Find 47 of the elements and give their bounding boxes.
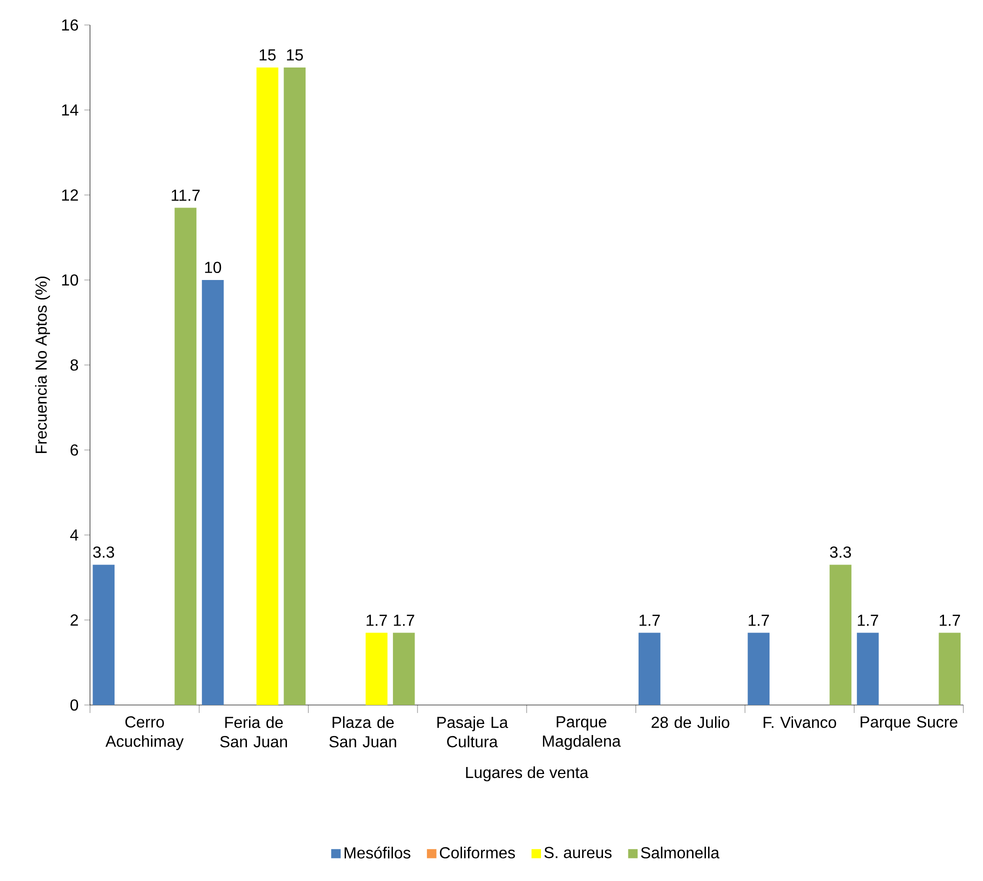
y-tick-label: 2 [70, 614, 78, 626]
y-tick-label: 10 [62, 274, 78, 286]
x-tick-label: Cerro Acuchimay [105, 716, 184, 750]
data-label: 15 [287, 49, 303, 61]
x-tick-label: Feria de San Juan [220, 716, 287, 748]
data-label: 15 [260, 49, 276, 61]
data-label: 1.7 [940, 614, 960, 626]
data-label: 3.3 [93, 546, 114, 558]
bar [938, 632, 961, 705]
y-tick-label: 6 [70, 444, 78, 456]
bar [256, 67, 278, 705]
y-tick-label: 4 [70, 529, 78, 540]
data-label: 11.7 [172, 190, 200, 201]
bar [174, 208, 196, 705]
x-tick-label: Parque Magdalena [542, 716, 621, 750]
bar [366, 632, 388, 705]
data-label: 3.3 [830, 546, 851, 558]
bar [748, 632, 770, 705]
x-axis-title: Lugares de venta [466, 766, 588, 782]
bar [284, 67, 306, 705]
data-label: 1.7 [640, 614, 660, 626]
x-tick-label: F. Vivanco [764, 716, 836, 728]
x-tick-label: Plaza de San Juan [329, 716, 396, 748]
data-label: 1.7 [748, 614, 769, 626]
bar [830, 564, 852, 705]
bar [92, 564, 115, 705]
data-label: 1.7 [394, 614, 414, 626]
x-tick-label: 28 de Julio [652, 716, 730, 728]
data-label: 1.7 [366, 614, 387, 626]
y-tick-label: 14 [62, 104, 78, 116]
y-tick-label: 0 [70, 699, 78, 711]
x-tick-label: Pasaje La Cultura [437, 716, 508, 748]
data-label: 10 [205, 262, 222, 274]
y-tick-label: 8 [70, 359, 78, 371]
legend-label: Coliformes [440, 846, 515, 858]
legend-label: Salmonella [641, 846, 720, 858]
bar [856, 632, 879, 705]
data-label: 1.7 [858, 614, 878, 626]
legend-label: Mesófilos [344, 846, 410, 859]
y-axis-title: Frecuencia No Aptos (%) [35, 276, 50, 454]
bar [202, 280, 224, 705]
bar [638, 632, 660, 705]
y-tick-label: 12 [62, 189, 78, 201]
x-tick-label: Parque Sucre [860, 716, 958, 731]
legend-label: S. aureus [544, 846, 612, 858]
bar [392, 632, 415, 705]
y-tick-label: 16 [62, 19, 78, 31]
